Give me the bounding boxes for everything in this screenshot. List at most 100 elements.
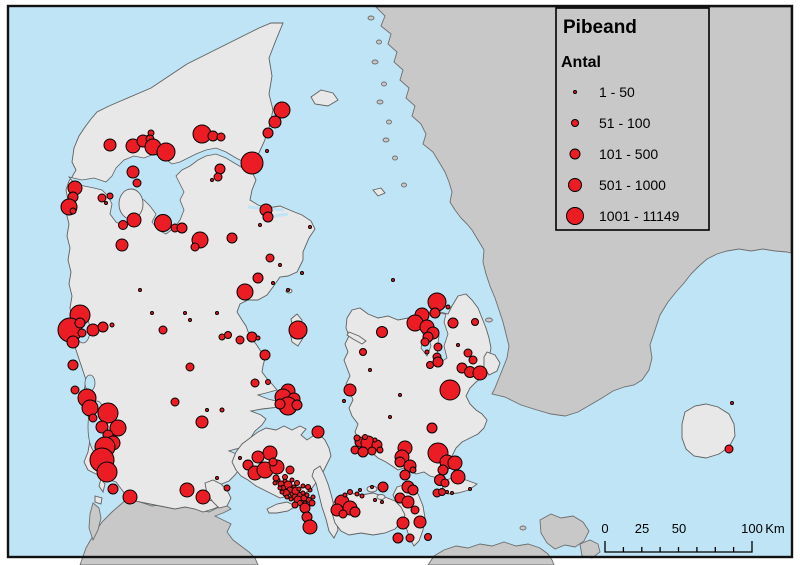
count-symbol [359,493,365,499]
legend-symbol [571,119,579,127]
map-frame [6,4,794,559]
count-symbol [259,349,271,361]
count-symbol [472,365,488,381]
count-symbol [424,349,430,355]
count-symbol [296,486,302,492]
fejo-island [376,494,386,500]
count-symbol [401,495,415,509]
count-symbol [284,494,290,500]
legend-item-label: 1 - 50 [599,84,635,100]
legend-item-label: 101 - 500 [599,146,658,162]
count-symbol [440,478,450,488]
legend-item-label: 51 - 100 [599,115,651,131]
count-symbol [279,489,285,495]
count-symbol [74,317,86,329]
count-symbol [308,499,316,507]
anholt-island [372,187,386,197]
count-symbol [195,415,209,429]
count-symbol [95,420,109,434]
count-symbol [396,516,410,530]
count-symbol [190,242,200,252]
sejero-island [346,331,367,345]
count-symbol [439,379,461,401]
scale-unit-label: Km [765,521,785,536]
count-symbol [109,322,115,328]
legend-subtitle: Antal [561,54,601,71]
count-symbol [205,408,209,412]
count-symbol [118,220,128,230]
count-symbol [288,496,294,502]
count-symbol [258,223,262,227]
count-symbol [388,415,392,419]
count-symbol [432,356,444,368]
count-symbol [272,474,280,482]
count-symbol [368,368,372,372]
count-symbol [106,192,114,200]
count-symbol [376,326,388,338]
legend-item-label: 1001 - 11149 [599,208,680,224]
count-symbol [67,359,79,371]
count-symbol [376,446,384,454]
count-symbol [463,348,473,358]
amager-island [483,351,501,376]
count-symbol [445,490,449,494]
count-symbol [77,328,87,338]
count-symbol [215,476,219,480]
count-symbol [359,348,367,356]
count-symbol [405,533,415,543]
count-symbol [358,488,362,492]
legend-symbol [566,207,584,225]
scale-label: 25 [635,521,649,536]
count-symbol [437,464,449,476]
count-symbol [154,214,172,232]
count-symbol [274,398,286,410]
count-symbol [311,425,325,439]
count-symbol [226,232,238,244]
count-symbol [445,304,451,310]
count-symbol [300,490,306,496]
sylt-island [88,502,102,542]
count-symbol [262,445,278,461]
count-symbol [278,263,282,267]
count-symbol [291,501,299,509]
count-symbol [265,149,269,153]
count-symbol [224,331,232,339]
count-symbol [299,502,311,514]
count-symbol [730,401,734,405]
count-symbol [310,494,316,500]
count-symbol [103,138,117,152]
count-symbol [88,413,98,423]
count-symbol [109,419,127,437]
count-symbol [219,407,225,413]
count-symbol [447,455,463,471]
swedish-archipelago-islands [367,15,493,323]
count-symbol [373,498,377,502]
ruegen-island [539,513,590,550]
count-symbol [288,320,308,340]
count-symbol [210,178,214,182]
count-symbol [236,283,254,301]
count-symbol [66,335,80,349]
legend-box [555,7,710,231]
count-symbol [426,422,438,434]
count-symbol [262,127,274,139]
count-symbol [413,515,427,529]
count-symbol [398,393,402,397]
legend-symbol [568,178,582,192]
count-symbol [367,446,377,456]
count-symbol [126,165,140,179]
count-symbol [251,450,265,464]
zealand-island [343,293,492,479]
count-symbol [399,469,411,481]
count-symbol [126,212,142,228]
count-symbol [268,457,278,467]
count-symbol [342,399,346,403]
count-symbol [262,211,274,223]
fano-island [98,478,106,494]
count-symbol [426,361,434,369]
count-symbol [86,323,100,337]
count-symbol [410,505,420,515]
count-symbol [353,434,361,442]
baltic-islet [519,525,527,531]
